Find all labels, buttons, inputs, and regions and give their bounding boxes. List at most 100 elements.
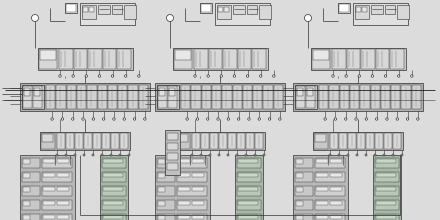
Circle shape [138, 75, 140, 77]
Circle shape [186, 118, 188, 120]
Bar [393, 133, 401, 149]
Bar [175, 132, 265, 150]
Bar [315, 158, 345, 168]
Bar [177, 158, 207, 168]
Circle shape [51, 118, 53, 120]
Circle shape [59, 75, 61, 77]
Bar [376, 173, 396, 177]
Bar [194, 49, 208, 69]
Bar [370, 85, 380, 109]
Bar [222, 85, 231, 109]
Bar [315, 172, 345, 182]
Circle shape [103, 118, 105, 120]
Bar [297, 88, 303, 96]
Bar [157, 200, 175, 210]
Bar [40, 132, 130, 150]
Bar [158, 86, 167, 108]
Circle shape [209, 154, 211, 156]
Bar [57, 187, 69, 191]
Circle shape [227, 154, 229, 156]
Circle shape [217, 118, 219, 120]
Bar [295, 214, 313, 220]
Bar [157, 158, 175, 168]
Bar [247, 5, 257, 14]
Bar [232, 85, 242, 109]
Bar [332, 49, 345, 69]
Bar [174, 49, 192, 69]
Bar [215, 3, 270, 25]
Bar [233, 5, 245, 14]
Bar [330, 159, 342, 163]
Bar [274, 85, 283, 109]
Circle shape [133, 118, 136, 120]
Circle shape [401, 154, 403, 156]
Circle shape [334, 118, 337, 120]
Bar [23, 173, 30, 178]
Bar [155, 155, 210, 220]
Bar [376, 49, 389, 69]
Bar [375, 172, 399, 182]
Circle shape [371, 75, 374, 77]
Bar [59, 49, 73, 69]
Bar [100, 155, 128, 220]
Circle shape [417, 118, 419, 120]
Circle shape [72, 118, 74, 120]
Bar [42, 186, 72, 196]
Bar [167, 133, 178, 140]
Bar [385, 5, 395, 14]
Bar [373, 155, 401, 220]
Bar [295, 158, 313, 168]
Circle shape [279, 118, 281, 120]
Bar [178, 159, 190, 163]
Circle shape [375, 118, 378, 120]
Circle shape [61, 118, 64, 120]
Circle shape [98, 75, 101, 77]
Bar [228, 133, 236, 149]
Bar [42, 214, 72, 220]
Circle shape [345, 75, 347, 77]
Circle shape [347, 154, 349, 156]
Bar [316, 159, 328, 163]
Bar [177, 186, 207, 196]
Bar [169, 88, 175, 96]
Bar [159, 88, 165, 96]
Bar [178, 201, 190, 205]
Bar [315, 214, 345, 220]
Bar [41, 133, 55, 149]
Bar [238, 49, 251, 69]
Bar [347, 49, 360, 69]
Bar [103, 49, 117, 69]
Bar [339, 133, 347, 149]
Bar [98, 5, 110, 14]
Bar [42, 134, 53, 142]
Circle shape [324, 118, 326, 120]
Bar [20, 155, 75, 220]
Bar [224, 7, 229, 12]
Bar [23, 201, 30, 206]
Bar [319, 85, 328, 109]
Bar [253, 85, 262, 109]
Bar [237, 133, 245, 149]
Bar [84, 133, 92, 149]
Bar [167, 143, 178, 150]
Bar [237, 186, 261, 196]
Circle shape [200, 154, 202, 156]
Circle shape [92, 118, 95, 120]
Bar [353, 3, 408, 25]
Bar [168, 86, 177, 108]
Bar [43, 215, 55, 219]
Bar [296, 201, 303, 206]
Circle shape [386, 118, 388, 120]
Circle shape [396, 118, 399, 120]
Bar [330, 215, 342, 219]
Bar [22, 200, 40, 210]
Circle shape [196, 118, 198, 120]
Bar [246, 133, 254, 149]
Bar [43, 173, 55, 177]
Circle shape [125, 75, 127, 77]
Circle shape [238, 118, 240, 120]
Bar [117, 49, 131, 69]
Bar [158, 187, 165, 192]
Bar [375, 133, 383, 149]
Bar [66, 133, 74, 149]
